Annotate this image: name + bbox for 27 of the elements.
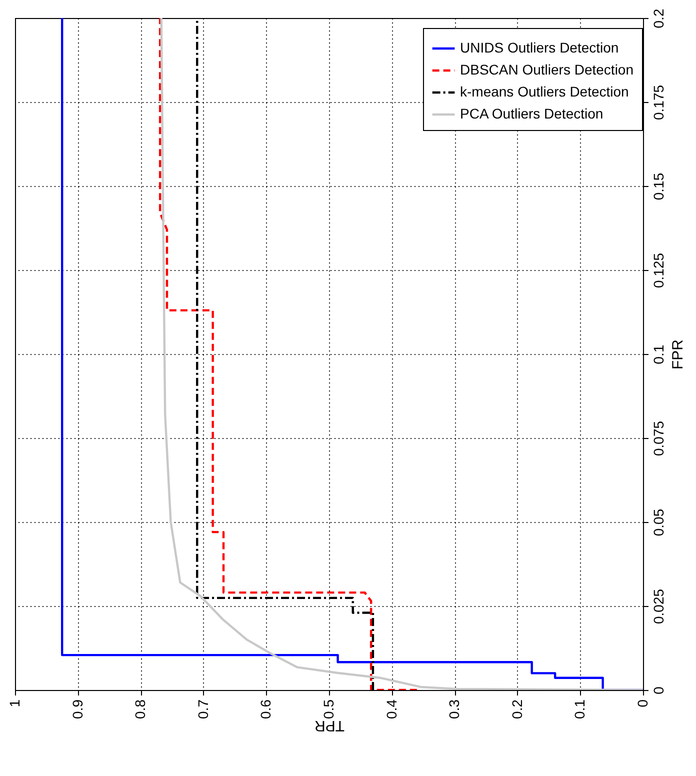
x-tick-label: 0.9 [69, 699, 86, 719]
x-tick-label: 0.4 [383, 699, 400, 719]
x-tick-label: 1 [6, 699, 22, 708]
y-tick-label: 0.025 [650, 588, 666, 624]
legend-label: UNIDS Outliers Detection [460, 40, 619, 56]
line-series [158, 18, 418, 690]
y-tick-label: 0.125 [650, 252, 666, 288]
y-tick-label: 0.175 [650, 84, 666, 120]
y-tick-label: 0.1 [650, 344, 666, 364]
y-tick-label: 0 [650, 686, 666, 694]
x-tick-label: 0 [634, 699, 650, 708]
x-tick-label: 0.1 [572, 699, 588, 719]
line-series [160, 18, 643, 690]
x-tick-label: 0.8 [132, 699, 148, 719]
x-tick-label: 0.3 [446, 699, 462, 719]
legend-label: DBSCAN Outliers Detection [460, 62, 634, 78]
y-tick-label: 0.15 [650, 172, 666, 200]
legend-label: k-means Outliers Detection [460, 84, 629, 100]
x-tick-label: 0.2 [508, 699, 525, 719]
x-tick-label: 0.7 [194, 699, 211, 719]
x-tick-label: 0.6 [258, 699, 274, 719]
y-tick-label: 0.075 [650, 420, 666, 456]
legend-label: PCA Outliers Detection [460, 106, 604, 122]
y-tick-label: 0.2 [650, 8, 666, 28]
y-axis-title: FPR [670, 339, 686, 370]
x-tick-label: 0.5 [320, 699, 336, 719]
y-tick-label: 0.05 [650, 508, 666, 536]
